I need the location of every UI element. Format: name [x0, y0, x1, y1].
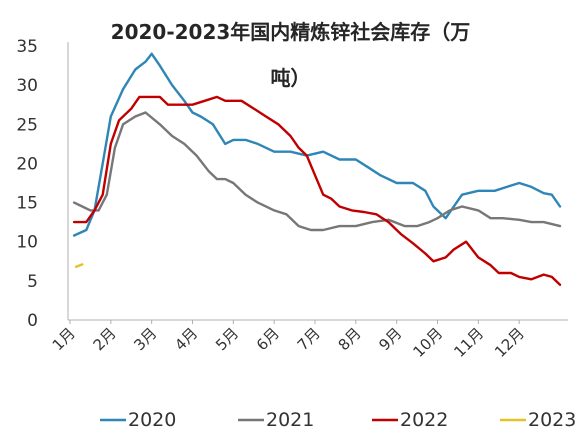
legend-label-2020: 2020	[128, 409, 176, 431]
x-tick-label: 7月	[294, 324, 324, 354]
x-tick-label: 6月	[253, 324, 283, 354]
chart-title-line-2: 吨）	[270, 66, 311, 90]
x-tick-label: 12月	[491, 324, 528, 361]
y-tick-label: 30	[16, 76, 38, 96]
x-tick-label: 8月	[335, 324, 365, 354]
y-tick-label: 25	[16, 115, 38, 135]
y-tick-labels: 0 5 10 15 20 25 30 35	[16, 37, 38, 331]
x-tick-labels: 1月 2月 3月 4月 5月 6月 7月 8月 9月 10月 11月 12月	[49, 320, 528, 361]
y-tick-label: 20	[16, 154, 38, 174]
x-tick-label: 2月	[90, 324, 120, 354]
x-tick-label: 4月	[171, 324, 201, 354]
series-line-2023	[74, 263, 84, 268]
legend-label-2023: 2023	[528, 409, 576, 431]
x-tick-label: 3月	[130, 324, 160, 354]
legend-label-2021: 2021	[266, 409, 314, 431]
legend: 2020 2021 2022 2023	[100, 409, 576, 431]
y-tick-label: 10	[16, 233, 38, 253]
y-tick-label: 5	[27, 272, 38, 292]
y-tick-label: 0	[27, 311, 38, 331]
chart-title-line-1: 2020-2023年国内精炼锌社会库存（万	[110, 20, 471, 44]
legend-label-2022: 2022	[400, 409, 448, 431]
series-line-2020	[72, 52, 562, 237]
x-tick-label: 9月	[375, 324, 405, 354]
y-tick-label: 15	[16, 194, 38, 214]
series-line-2022	[72, 95, 562, 286]
x-tick-label: 5月	[212, 324, 242, 354]
x-tick-label: 1月	[49, 324, 79, 354]
x-tick-label: 11月	[450, 324, 487, 361]
series-line-2021	[72, 111, 562, 232]
y-tick-label: 35	[16, 37, 38, 57]
x-tick-label: 10月	[409, 324, 446, 361]
series-layer	[72, 52, 562, 286]
